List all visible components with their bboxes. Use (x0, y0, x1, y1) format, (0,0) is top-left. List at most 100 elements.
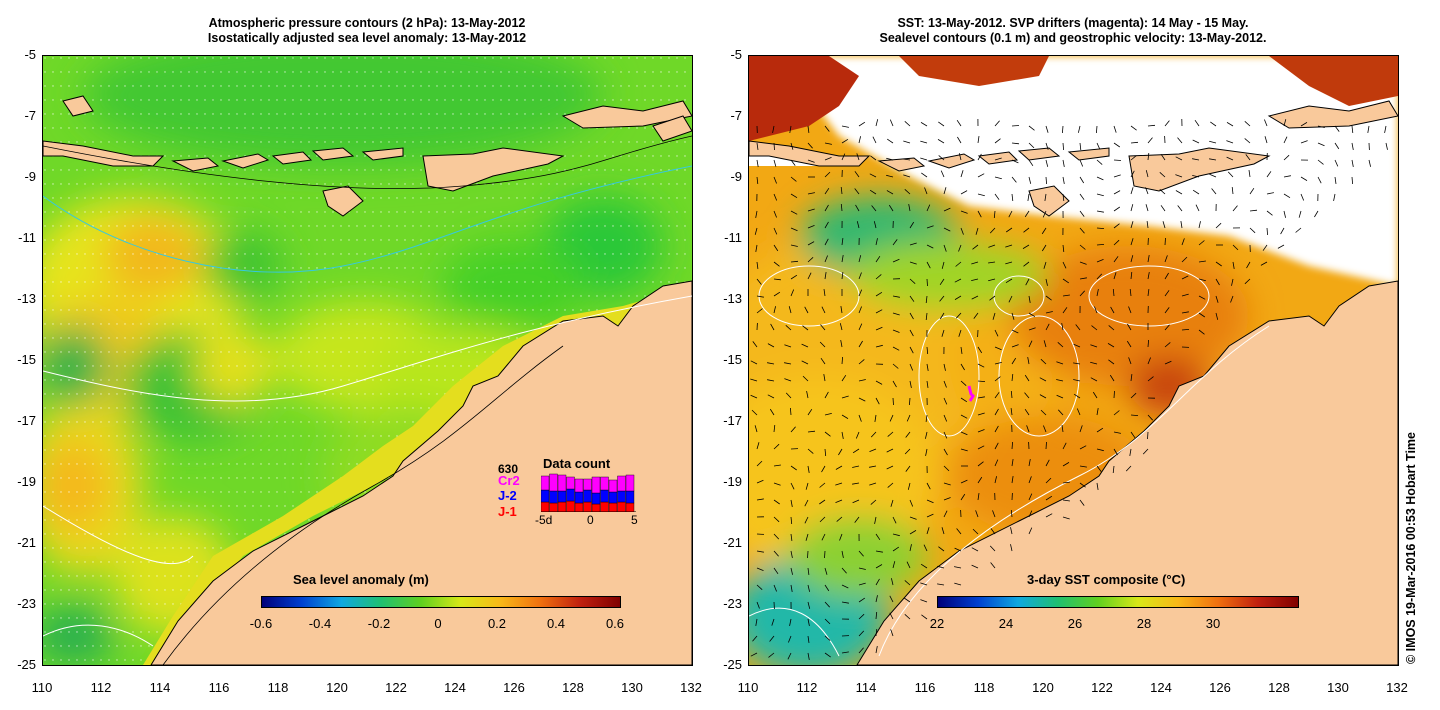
sst-colorbar-title: 3-day SST composite (°C) (1027, 572, 1186, 587)
lon-tick-right: 124 (1150, 680, 1172, 695)
sla-colorbar (261, 596, 621, 608)
lon-tick-right: 116 (914, 680, 936, 695)
lon-tick-right: 112 (796, 680, 818, 695)
data-count-bar (541, 501, 550, 512)
sst-colorbar-tick: 30 (1205, 616, 1221, 631)
data-count-bar (574, 502, 584, 512)
lat-tick-left: -21 (17, 535, 36, 550)
data-count-bar (583, 489, 592, 503)
right-title: SST: 13-May-2012. SVP drifters (magenta)… (748, 16, 1398, 46)
lon-tick-right: 120 (1032, 680, 1054, 695)
lat-tick-right: -25 (723, 657, 742, 672)
lon-tick-right: 128 (1268, 680, 1290, 695)
sla-colorbar-tick: -0.4 (308, 616, 332, 631)
lat-tick-left: -19 (17, 474, 36, 489)
lat-tick-left: -23 (17, 596, 36, 611)
lat-tick-right: -9 (730, 169, 742, 184)
sla-colorbar-tick: -0.2 (367, 616, 391, 631)
lat-tick-left: -13 (17, 291, 36, 306)
source-cr2: Cr2 (498, 473, 520, 488)
sst-map-svg (749, 56, 1398, 665)
data-count-bar (617, 490, 626, 503)
data-count-bar (557, 501, 567, 512)
lat-tick-right: -21 (723, 535, 742, 550)
lon-tick-right: 118 (973, 680, 995, 695)
sst-colorbar (937, 596, 1299, 608)
data-count-bar (549, 490, 558, 504)
sla-colorbar-tick: 0 (434, 616, 442, 631)
data-count-bar (549, 473, 558, 492)
data-count-bar (625, 502, 635, 512)
data-count-bar (608, 491, 618, 504)
lon-tick-left: 132 (680, 680, 702, 695)
data-count-bar (625, 490, 635, 504)
lon-tick-right: 114 (855, 680, 877, 695)
data-count-bar (583, 501, 592, 512)
lon-tick-left: 126 (503, 680, 525, 695)
data-count-bar (608, 479, 618, 493)
lon-tick-right: 132 (1386, 680, 1408, 695)
lat-tick-left: -25 (17, 657, 36, 672)
data-count-bar (583, 478, 592, 491)
data-count-bar (591, 492, 601, 505)
data-count-bar (600, 501, 609, 512)
lat-tick-right: -13 (723, 291, 742, 306)
lon-tick-left: 116 (208, 680, 230, 695)
data-count-bar (557, 474, 567, 492)
lon-tick-left: 112 (90, 680, 112, 695)
lon-tick-left: 130 (621, 680, 643, 695)
lat-tick-right: -19 (723, 474, 742, 489)
data-count-bar (549, 502, 558, 512)
data-count-bar (591, 503, 601, 512)
data-count-bars (541, 473, 636, 512)
left-title-line2: Isostatically adjusted sea level anomaly… (207, 31, 527, 45)
indonesian-islands (43, 95, 692, 217)
australia-land (150, 280, 692, 665)
data-count-bar (574, 478, 584, 493)
lon-tick-left: 114 (149, 680, 171, 695)
data-count-bar (617, 475, 626, 492)
lon-tick-right: 122 (1091, 680, 1113, 695)
lon-tick-left: 122 (385, 680, 407, 695)
lat-tick-left: -5 (24, 47, 36, 62)
data-count-bar (566, 500, 575, 512)
lat-tick-right: -11 (724, 230, 742, 245)
sea-level-anomaly-map-svg (43, 56, 692, 665)
svp-drifter-track (967, 385, 975, 402)
sla-colorbar-tick: -0.6 (249, 616, 273, 631)
sla-colorbar-title: Sea level anomaly (m) (293, 572, 429, 587)
lat-tick-left: -11 (18, 230, 36, 245)
lat-tick-right: -23 (723, 596, 742, 611)
australia-land-sst (856, 280, 1398, 665)
data-count-bar (617, 501, 626, 512)
left-title-line1: Atmospheric pressure contours (2 hPa): 1… (208, 16, 526, 30)
lon-tick-left: 120 (326, 680, 348, 695)
lat-tick-left: -7 (24, 108, 36, 123)
lon-tick-left: 124 (444, 680, 466, 695)
lon-tick-right: 126 (1209, 680, 1231, 695)
data-count-title: Data count (543, 456, 611, 471)
lon-tick-left: 128 (562, 680, 584, 695)
lat-tick-left: -17 (17, 413, 36, 428)
data-count-max: 630 (498, 462, 519, 476)
data-count-inset: Data count 630 Cr2 J-2 J-1 -5d 0 5 (483, 456, 643, 536)
sea-level-anomaly-map: Data count 630 Cr2 J-2 J-1 -5d 0 5 Sea l… (42, 55, 693, 666)
geostrophic-velocity-arrows (750, 118, 1388, 660)
sst-colorbar-tick: 22 (929, 616, 945, 631)
data-count-bar (541, 475, 550, 491)
data-count-bar (557, 490, 567, 503)
data-count-bar (591, 476, 601, 494)
sst-map: 3-day SST composite (°C) 22 24 26 28 30 (748, 55, 1399, 666)
sealevel-contours (749, 265, 1270, 657)
source-j1: J-1 (498, 504, 517, 519)
lon-tick-right: 110 (737, 680, 759, 695)
lat-tick-left: -15 (17, 352, 36, 367)
lon-tick-left: 118 (267, 680, 289, 695)
sst-colorbar-tick: 28 (1136, 616, 1152, 631)
sst-colorbar-tick: 24 (998, 616, 1014, 631)
data-count-bar (566, 488, 575, 502)
left-title: Atmospheric pressure contours (2 hPa): 1… (42, 16, 692, 46)
lat-tick-right: -5 (730, 47, 742, 62)
sla-colorbar-tick: 0.6 (605, 616, 625, 631)
lat-tick-right: -7 (730, 108, 742, 123)
